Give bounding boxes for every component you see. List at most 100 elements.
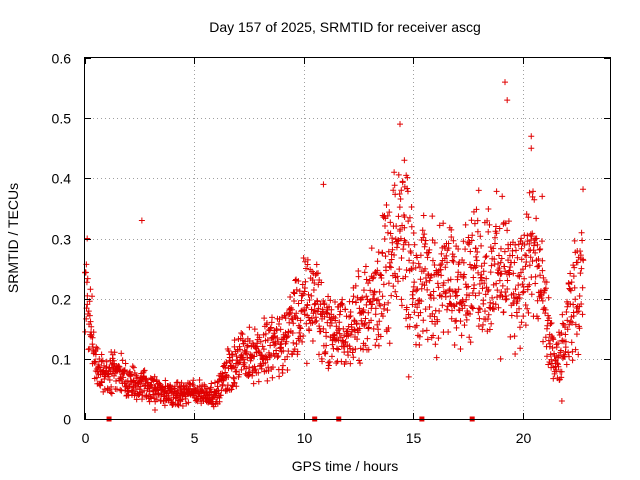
data-point <box>558 374 565 381</box>
data-point <box>254 343 261 350</box>
data-point <box>515 272 522 279</box>
data-point <box>388 292 395 299</box>
data-point <box>375 249 382 256</box>
data-point <box>119 357 126 364</box>
data-point <box>361 269 368 276</box>
data-point <box>526 189 533 196</box>
data-point <box>350 354 357 361</box>
data-point <box>554 360 561 367</box>
data-point <box>423 327 430 334</box>
data-point <box>401 214 408 221</box>
data-point <box>374 258 381 265</box>
data-point <box>559 311 566 318</box>
data-point <box>563 361 570 368</box>
data-point <box>230 374 237 381</box>
data-point <box>274 335 281 342</box>
data-point <box>384 229 391 236</box>
data-point <box>545 337 552 344</box>
data-point <box>251 363 258 370</box>
data-point <box>178 379 185 386</box>
data-point <box>395 213 402 220</box>
data-point <box>449 251 456 258</box>
data-point <box>577 270 584 277</box>
data-point <box>394 273 401 280</box>
data-point <box>304 302 311 309</box>
data-point <box>306 297 313 304</box>
data-point <box>386 340 393 347</box>
data-point <box>288 315 295 322</box>
data-point <box>486 326 493 333</box>
data-point <box>457 346 464 353</box>
data-point <box>262 330 269 337</box>
data-point <box>381 235 388 242</box>
data-point <box>393 244 400 251</box>
data-point <box>151 395 158 402</box>
data-point <box>490 306 497 313</box>
data-point <box>408 266 415 273</box>
data-point <box>468 217 475 224</box>
data-point <box>419 227 426 234</box>
data-point <box>308 315 315 322</box>
data-point <box>368 317 375 324</box>
data-point <box>442 288 449 295</box>
data-point <box>325 365 332 372</box>
data-point <box>420 234 427 241</box>
data-point <box>375 296 382 303</box>
data-point <box>570 313 577 320</box>
data-point <box>447 293 454 300</box>
data-point <box>536 262 543 269</box>
data-point <box>111 349 118 356</box>
data-point <box>569 319 576 326</box>
data-point <box>279 362 286 369</box>
data-point <box>441 255 448 262</box>
data-point <box>450 302 457 309</box>
data-point <box>401 224 408 231</box>
data-point <box>434 280 441 287</box>
data-point <box>295 300 302 307</box>
data-point <box>508 312 515 319</box>
data-point <box>393 293 400 300</box>
data-point <box>404 174 411 181</box>
data-point <box>352 282 359 289</box>
data-point <box>208 380 215 387</box>
data-point <box>88 323 95 330</box>
data-point <box>462 246 469 253</box>
data-point <box>236 343 243 350</box>
data-point <box>496 277 503 284</box>
data-point <box>576 325 583 332</box>
data-point <box>223 359 230 366</box>
data-point <box>87 318 94 325</box>
plot-frame <box>84 57 611 420</box>
data-point <box>98 351 105 358</box>
data-point <box>216 398 223 405</box>
data-point <box>436 222 443 229</box>
data-point <box>516 295 523 302</box>
data-point <box>475 269 482 276</box>
data-point <box>151 373 158 380</box>
data-point <box>407 314 414 321</box>
data-point <box>174 379 181 386</box>
data-point <box>190 377 197 384</box>
data-point <box>570 301 577 308</box>
data-point <box>349 298 356 305</box>
data-point <box>532 273 539 280</box>
data-point <box>271 342 278 349</box>
data-point <box>396 204 403 211</box>
data-point <box>251 326 258 333</box>
data-point <box>362 315 369 322</box>
data-point <box>294 315 301 322</box>
data-point <box>153 396 160 403</box>
data-point <box>503 295 510 302</box>
data-point <box>277 341 284 348</box>
data-point <box>405 218 412 225</box>
data-point <box>378 274 385 281</box>
data-point <box>304 256 311 263</box>
data-point <box>365 325 372 332</box>
data-point <box>495 260 502 267</box>
data-point <box>495 304 502 311</box>
data-point <box>438 261 445 268</box>
data-point <box>416 264 423 271</box>
data-point <box>327 334 334 341</box>
data-point <box>575 308 582 315</box>
data-point <box>373 336 380 343</box>
